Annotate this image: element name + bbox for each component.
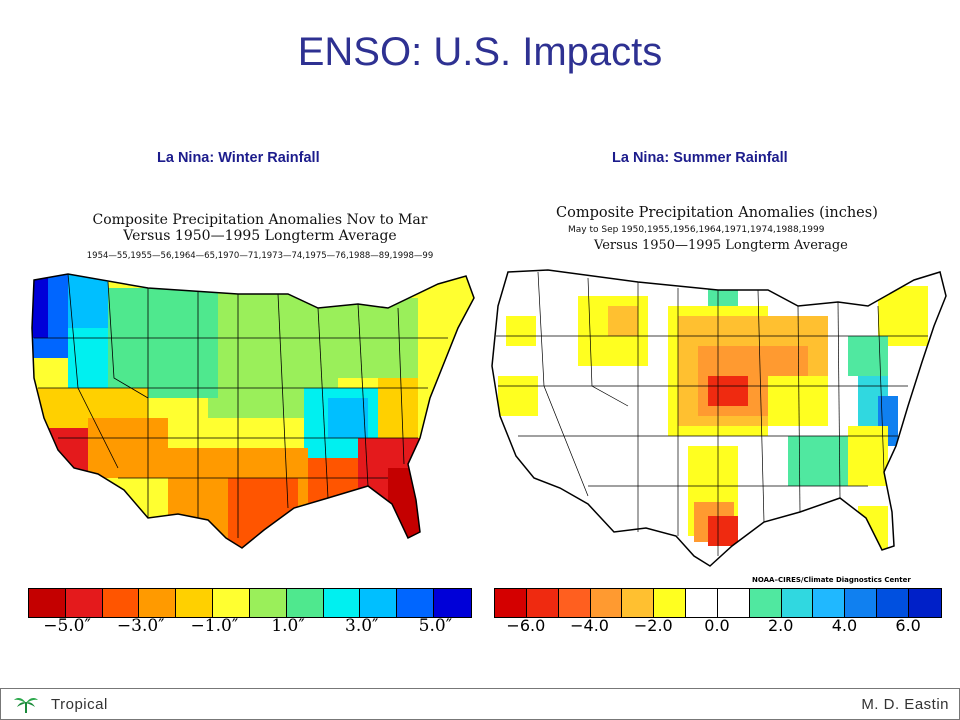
legend-tick-label: −3.0″ (116, 616, 165, 636)
winter-map-title-line2: Versus 1950—1995 Longterm Average (123, 228, 397, 244)
legend-tick-label: 2.0 (767, 616, 794, 635)
legend-swatch (781, 589, 814, 617)
winter-map-title-line1: Composite Precipitation Anomalies Nov to… (92, 212, 428, 228)
summer-panel-heading: La Nina: Summer Rainfall (612, 150, 788, 166)
legend-tick-label: 6.0 (895, 616, 921, 635)
footer-course: Tropical (51, 696, 108, 713)
legend-swatch (686, 589, 718, 617)
summer-legend (494, 588, 942, 618)
legend-swatch (323, 589, 361, 617)
legend-swatch (139, 589, 177, 617)
legend-swatch (526, 589, 559, 617)
summer-map-title-line3: Versus 1950—1995 Longterm Average (594, 238, 848, 253)
legend-swatch (286, 589, 324, 617)
legend-swatch (495, 589, 527, 617)
legend-swatch (176, 589, 214, 617)
legend-swatch (845, 589, 878, 617)
tropical-logo-icon (14, 698, 38, 713)
legend-swatch (558, 589, 591, 617)
legend-swatch (249, 589, 287, 617)
legend-tick-label: −5.0″ (43, 616, 91, 636)
legend-swatch (622, 589, 655, 617)
summer-legend-ticks: −6.0 −4.0 −2.0 0.0 2.0 4.0 6.0 (494, 616, 940, 638)
legend-swatch (397, 589, 435, 617)
legend-swatch (908, 589, 941, 617)
summer-precip-map (491, 269, 947, 567)
winter-map-years: 1954—55,1955—56,1964—65,1970—71,1973—74,… (86, 251, 434, 261)
legend-tick-label: 1.0″ (271, 616, 305, 636)
legend-tick-label: −6.0 (506, 616, 546, 635)
footer-author: M. D. Eastin (861, 696, 949, 713)
legend-tick-label: 0.0 (704, 616, 730, 635)
winter-map-title: Composite Precipitation Anomalies Nov to… (40, 212, 480, 264)
legend-swatch (29, 589, 66, 617)
legend-swatch (360, 589, 398, 617)
legend-swatch (434, 589, 471, 617)
footer-bar: Tropical M. D. Eastin (0, 688, 960, 720)
legend-swatch (749, 589, 782, 617)
legend-swatch (813, 589, 846, 617)
legend-tick-label: −1.0″ (190, 616, 239, 636)
legend-swatch (213, 589, 250, 617)
winter-precip-map (31, 273, 475, 549)
legend-swatch (102, 589, 140, 617)
legend-tick-label: 4.0 (831, 616, 858, 635)
legend-tick-label: 5.0″ (418, 616, 453, 636)
summer-map-title-line1: Composite Precipitation Anomalies (inche… (556, 205, 878, 221)
legend-tick-label: −2.0 (633, 616, 673, 635)
legend-tick-label: −4.0 (570, 616, 609, 635)
winter-legend (28, 588, 472, 618)
winter-panel-heading: La Nina: Winter Rainfall (157, 150, 320, 166)
legend-swatch (654, 589, 687, 617)
legend-swatch (65, 589, 103, 617)
summer-map-credit: NOAA–CIRES/Climate Diagnostics Center (752, 576, 911, 584)
legend-swatch (590, 589, 623, 617)
legend-swatch (877, 589, 909, 617)
slide-title: ENSO: U.S. Impacts (297, 30, 663, 74)
summer-map-title: Composite Precipitation Anomalies (inche… (530, 205, 950, 254)
winter-legend-ticks: −5.0″ −3.0″ −1.0″ 1.0″ 3.0″ 5.0″ (28, 616, 470, 638)
legend-tick-label: 3.0″ (345, 616, 379, 636)
legend-swatch (717, 589, 750, 617)
summer-map-years: May to Sep 1950,1955,1956,1964,1971,1974… (568, 225, 825, 235)
